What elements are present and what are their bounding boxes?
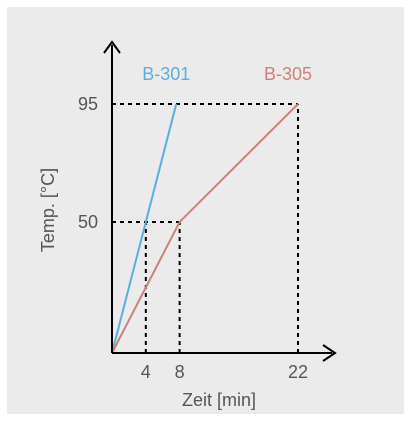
- y-tick-label: 50: [78, 212, 98, 232]
- x-axis-label: Zeit [min]: [182, 390, 256, 410]
- guide-lines: [112, 103, 299, 353]
- series-labels: B-301 B-305: [142, 64, 312, 84]
- x-axis-arrow-icon: [322, 344, 337, 362]
- y-tick-label: 95: [78, 94, 98, 114]
- x-tick-label: 4: [141, 362, 151, 382]
- series-label-b-301: B-301: [142, 64, 190, 84]
- y-axis-arrow-icon: [103, 40, 121, 54]
- y-axis-label: Temp. [°C]: [38, 168, 58, 252]
- chart-panel: [7, 7, 404, 414]
- tick-labels: 4 8 22 50 95: [78, 94, 308, 382]
- series-line-b-301: [111, 103, 178, 354]
- x-tick-label: 8: [175, 362, 185, 382]
- series-line-b-305: [111, 103, 299, 354]
- series-label-b-305: B-305: [264, 64, 312, 84]
- series-lines: [111, 103, 299, 354]
- axes: [103, 40, 337, 362]
- x-tick-label: 22: [288, 362, 308, 382]
